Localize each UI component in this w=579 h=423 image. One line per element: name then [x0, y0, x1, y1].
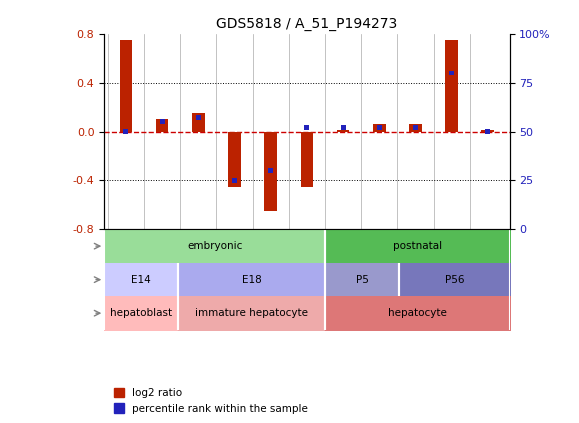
Text: E18: E18 [241, 275, 262, 285]
Bar [413, 125, 418, 130]
Text: postnatal: postnatal [393, 241, 442, 251]
Bar [409, 124, 422, 132]
Bar [373, 124, 386, 132]
Bar [120, 40, 132, 132]
Bar [232, 178, 237, 183]
Text: immature hepatocyte: immature hepatocyte [195, 308, 308, 318]
Bar [449, 71, 454, 75]
Bar [340, 125, 346, 130]
Bar [156, 119, 168, 132]
Bar [305, 125, 309, 130]
Bar [192, 113, 204, 132]
Bar [160, 119, 164, 124]
Bar [196, 115, 201, 121]
Bar [482, 130, 494, 132]
Text: hepatocyte: hepatocyte [388, 308, 447, 318]
Title: GDS5818 / A_51_P194273: GDS5818 / A_51_P194273 [216, 17, 398, 31]
Text: E14: E14 [131, 275, 151, 285]
Legend: log2 ratio, percentile rank within the sample: log2 ratio, percentile rank within the s… [109, 384, 313, 418]
Text: hepatoblast: hepatoblast [110, 308, 172, 318]
Bar [445, 40, 458, 132]
Bar [123, 129, 129, 134]
Bar [485, 129, 490, 134]
Bar [337, 130, 349, 132]
Bar [377, 125, 382, 130]
Text: P56: P56 [445, 275, 464, 285]
Bar [301, 132, 313, 187]
Bar [265, 132, 277, 211]
Text: embryonic: embryonic [187, 241, 243, 251]
Bar [228, 132, 241, 187]
Text: P5: P5 [356, 275, 369, 285]
Bar [268, 168, 273, 173]
